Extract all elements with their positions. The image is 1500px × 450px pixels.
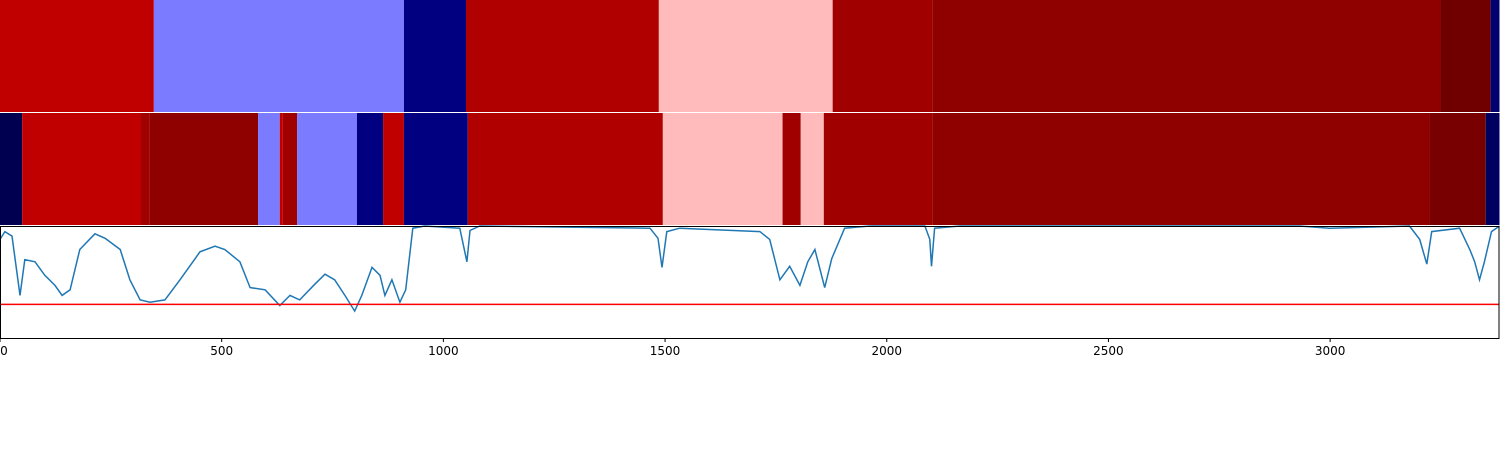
segment	[0, 113, 23, 225]
segment	[782, 113, 801, 225]
x-tick-label: 2000	[871, 344, 902, 358]
segment	[932, 0, 1441, 112]
segment	[279, 113, 283, 225]
x-tick-label: 500	[210, 344, 233, 358]
segment	[22, 113, 141, 225]
segment	[297, 113, 357, 225]
segment	[153, 0, 404, 112]
x-tick-label: 1500	[650, 344, 681, 358]
segment	[658, 0, 833, 112]
segment	[383, 113, 404, 225]
segment	[140, 113, 150, 225]
x-tick-label: 2500	[1093, 344, 1124, 358]
segment	[465, 0, 659, 112]
segment	[1440, 0, 1491, 112]
segment	[403, 113, 468, 225]
segment	[932, 113, 1430, 225]
segment	[1490, 0, 1500, 112]
line	[0, 225, 1500, 313]
segment	[149, 113, 259, 225]
segment	[823, 113, 933, 225]
x-tick-label: 3000	[1315, 344, 1346, 358]
segment	[467, 113, 663, 225]
segment	[282, 113, 298, 225]
panel-frame	[0, 226, 1500, 339]
segment	[258, 113, 280, 225]
segment	[1485, 113, 1500, 225]
segment	[800, 113, 824, 225]
segment	[0, 0, 154, 112]
segment	[356, 113, 384, 225]
segment	[1429, 113, 1486, 225]
segment	[662, 113, 783, 225]
x-tick-label: 0	[0, 344, 8, 358]
x-tick-label: 1000	[428, 344, 459, 358]
segment	[832, 0, 933, 112]
segment	[403, 0, 466, 112]
